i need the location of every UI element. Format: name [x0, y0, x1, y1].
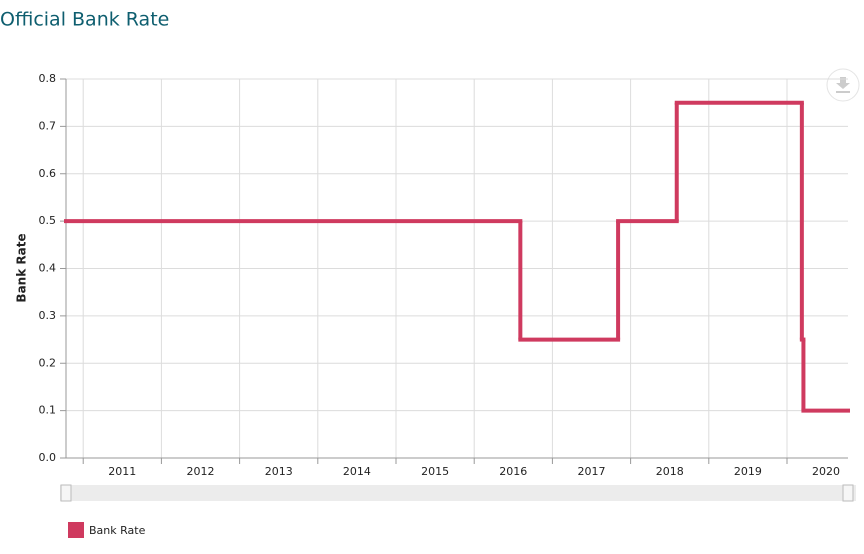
download-button[interactable]	[826, 68, 860, 102]
x-tick-label: 2020	[812, 465, 840, 478]
legend-label: Bank Rate	[89, 524, 146, 537]
chart-title: Official Bank Rate	[0, 9, 169, 31]
x-tick-label: 2016	[499, 465, 527, 478]
y-tick-label: 0.3	[39, 309, 57, 322]
y-axis-label: Bank Rate	[15, 233, 29, 302]
y-tick-label: 0.5	[39, 214, 57, 227]
x-tick-label: 2017	[578, 465, 606, 478]
y-tick-label: 0.7	[39, 119, 57, 132]
y-tick-label: 0.8	[39, 72, 57, 85]
x-tick-label: 2018	[656, 465, 684, 478]
x-tick-label: 2013	[265, 465, 293, 478]
navigator-handle[interactable]	[842, 484, 854, 502]
y-tick-label: 0.6	[39, 167, 57, 180]
legend-swatch	[68, 522, 84, 538]
x-tick-label: 2014	[343, 465, 371, 478]
y-tick-label: 0.4	[39, 262, 57, 275]
navigator-handle[interactable]	[60, 484, 72, 502]
y-tick-label: 0.0	[39, 451, 57, 464]
y-tick-label: 0.2	[39, 356, 57, 369]
y-tick-label: 0.1	[39, 404, 57, 417]
x-tick-label: 2011	[108, 465, 136, 478]
navigator	[60, 484, 856, 502]
x-tick-label: 2019	[734, 465, 762, 478]
download-icon[interactable]	[836, 77, 850, 93]
navigator-track	[60, 485, 856, 501]
x-tick-label: 2015	[421, 465, 449, 478]
x-tick-label: 2012	[187, 465, 215, 478]
